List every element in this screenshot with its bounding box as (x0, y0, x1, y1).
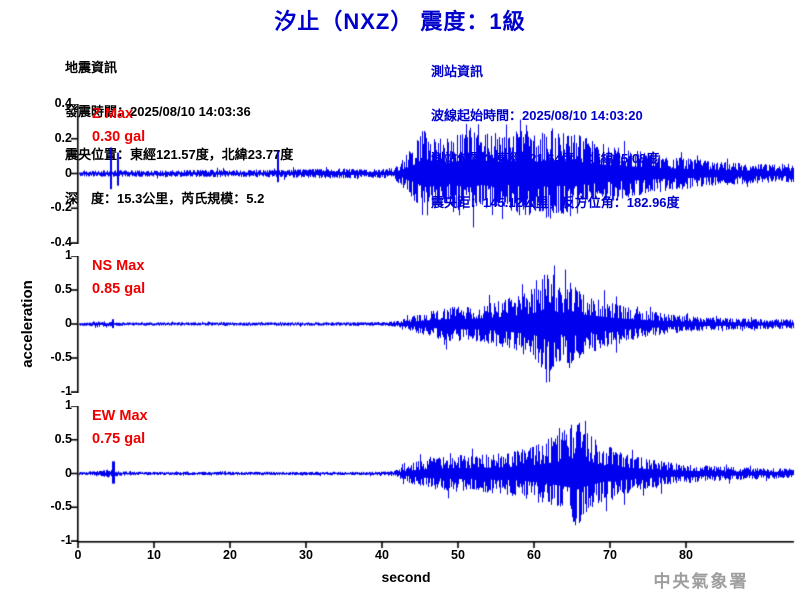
y-tick-label: -0.5 (50, 350, 72, 364)
x-tick-label: 80 (679, 548, 693, 562)
x-tick-label: 60 (527, 548, 541, 562)
earthquake-info-heading: 地震資訊 (65, 60, 118, 75)
y-tick-label: 0.5 (54, 431, 72, 446)
x-axis-canvas (70, 536, 798, 554)
y-tick-label: 0.5 (54, 282, 72, 296)
x-tick-label: 30 (299, 548, 313, 562)
y-tick-label: 0 (65, 316, 72, 330)
y-tick-label: 1 (65, 248, 72, 262)
x-tick-label: 50 (451, 548, 465, 562)
y-tick-label: 1 (65, 398, 72, 412)
y-tick-label: -0.5 (50, 499, 72, 514)
waveform-ew-canvas (70, 406, 798, 542)
y-tick-label: -1 (60, 533, 72, 547)
waveform-z-canvas (70, 104, 798, 244)
y-tick-label: 0 (65, 465, 72, 480)
y-tick-label: -1 (60, 384, 72, 398)
x-tick-label: 70 (603, 548, 617, 562)
x-tick-label: 0 (74, 548, 82, 562)
y-tick-label: 0 (65, 165, 72, 180)
y-tick-label: 0.4 (54, 96, 72, 110)
y-tick-label: 0.2 (54, 130, 72, 145)
agency-watermark: 中央氣象署 (653, 572, 749, 591)
page-title: 汐止（NXZ） 震度：1級 (274, 9, 526, 34)
x-tick-label: 40 (375, 548, 389, 562)
station-info-heading: 測站資訊 (431, 64, 484, 79)
y-tick-label: -0.2 (50, 200, 72, 215)
y-tick-label: -0.4 (50, 235, 72, 249)
x-tick-label: 10 (147, 548, 161, 562)
waveform-ns-canvas (70, 256, 798, 393)
x-axis-title: second (381, 569, 431, 585)
x-tick-label: 20 (223, 548, 237, 562)
